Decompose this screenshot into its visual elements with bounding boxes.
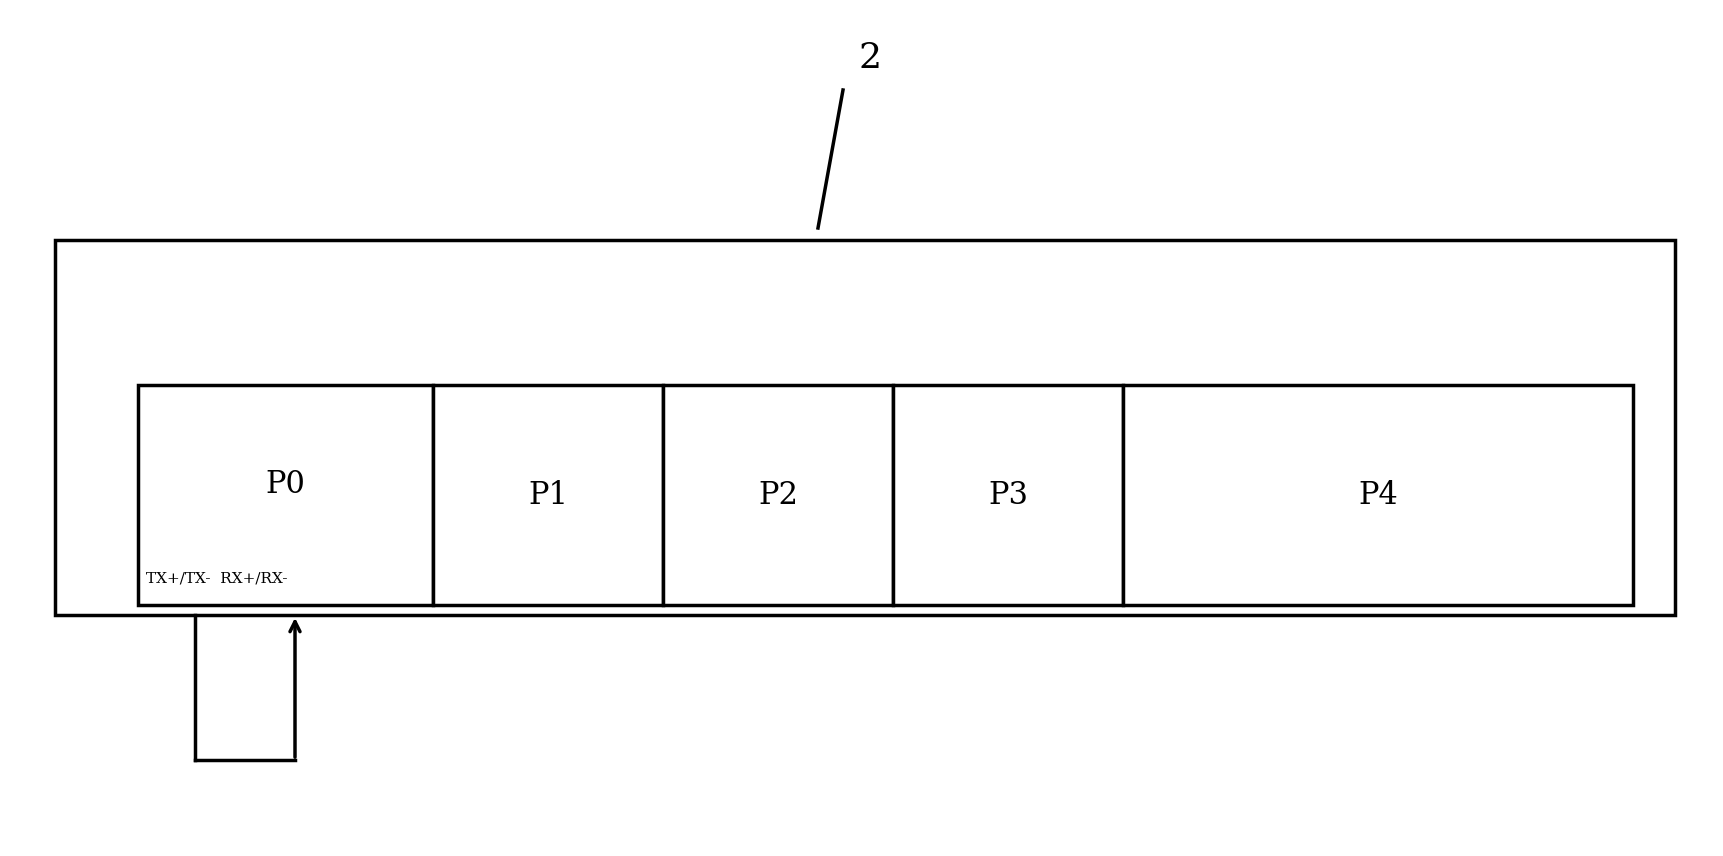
Text: P1: P1: [527, 479, 569, 510]
Text: P3: P3: [987, 479, 1029, 510]
Text: P2: P2: [758, 479, 798, 510]
Bar: [893, 385, 1123, 605]
Text: 2: 2: [858, 41, 882, 75]
Bar: [138, 385, 432, 605]
Bar: [1123, 385, 1633, 605]
Bar: [663, 385, 893, 605]
Text: P0: P0: [265, 468, 305, 500]
Text: TX+/TX-  RX+/RX-: TX+/TX- RX+/RX-: [146, 572, 288, 586]
Bar: [55, 240, 1675, 615]
Bar: [432, 385, 663, 605]
Text: P4: P4: [1358, 479, 1397, 510]
